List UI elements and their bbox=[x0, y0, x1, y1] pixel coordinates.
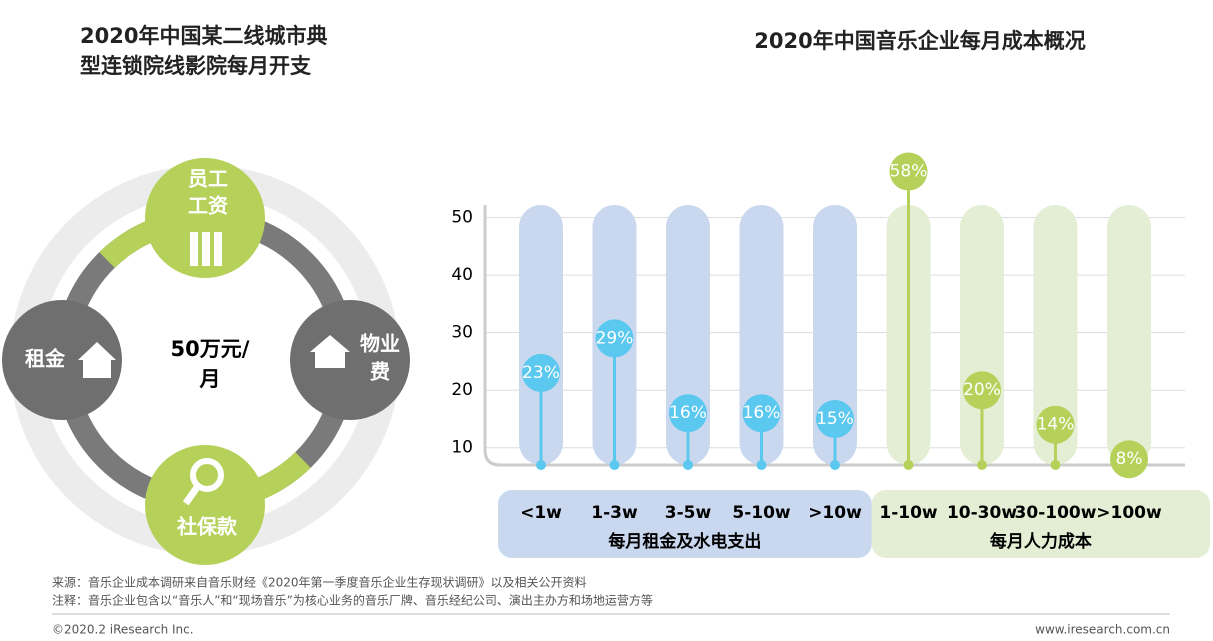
house-icon bbox=[310, 335, 350, 368]
base-dot bbox=[903, 460, 914, 470]
band bbox=[1033, 205, 1078, 465]
x-tick-label: 1-10w bbox=[879, 503, 938, 523]
group-label: 每月租金及水电支出 bbox=[608, 531, 761, 552]
x-tick-label: 1-3w bbox=[591, 503, 638, 523]
lollipop-head bbox=[1036, 405, 1075, 444]
node-label: 员工 bbox=[188, 167, 228, 191]
node-label: 社保款 bbox=[176, 515, 238, 539]
copyright: ©2020.2 iResearch Inc. bbox=[52, 623, 194, 637]
group-label: 每月人力成本 bbox=[990, 531, 1092, 552]
x-tick-label: <1w bbox=[520, 503, 562, 523]
value-label: 58% bbox=[890, 162, 928, 182]
node-right bbox=[290, 300, 410, 420]
x-tick-label: 5-10w bbox=[732, 503, 791, 523]
lollipop-head bbox=[669, 394, 707, 433]
lollipop-head bbox=[742, 394, 781, 433]
base-dot bbox=[756, 460, 767, 470]
left-title: 2020年中国某二线城市典 bbox=[80, 24, 327, 48]
value-label: 16% bbox=[669, 403, 707, 423]
band bbox=[519, 205, 563, 465]
node-label: 工资 bbox=[188, 194, 228, 218]
y-tick-label: 10 bbox=[451, 438, 473, 458]
key-icon bbox=[190, 458, 224, 492]
center-text: 月 bbox=[199, 367, 221, 391]
base-dot bbox=[536, 460, 546, 470]
node-label: 物业 bbox=[360, 332, 400, 356]
chart-title: 2020年中国音乐企业每月成本概况 bbox=[754, 29, 1085, 53]
node-label: 费 bbox=[370, 360, 390, 384]
base-dot bbox=[830, 460, 840, 470]
x-tick-label: 10-30w bbox=[947, 503, 1017, 523]
node-top bbox=[145, 158, 265, 278]
y-tick-label: 20 bbox=[451, 380, 473, 400]
source: 来源：音乐企业成本调研来自音乐财经《2020年第一季度音乐企业生存现状调研》以及… bbox=[52, 575, 587, 590]
axis bbox=[483, 205, 1185, 467]
y-tick-label: 30 bbox=[451, 323, 473, 343]
node-bottom bbox=[145, 445, 265, 565]
value-label: 14% bbox=[1037, 415, 1075, 435]
lollipop-head bbox=[889, 152, 928, 191]
band bbox=[813, 205, 857, 465]
key-icon bbox=[182, 483, 202, 506]
center-text: 50万元/ bbox=[171, 337, 250, 361]
base-dot bbox=[977, 460, 987, 470]
y-tick-label: 50 bbox=[451, 208, 473, 228]
base-dot bbox=[1050, 460, 1061, 470]
value-label: 23% bbox=[522, 363, 560, 383]
house-icon bbox=[78, 342, 116, 378]
note: 注释：音乐企业包含以“音乐人”和“现场音乐”为核心业务的音乐厂牌、音乐经纪公司、… bbox=[52, 593, 653, 608]
lollipop-head bbox=[522, 353, 560, 392]
band bbox=[1107, 205, 1151, 465]
node-left bbox=[2, 300, 122, 420]
base-dot bbox=[609, 460, 620, 470]
url: www.iresearch.com.cn bbox=[1035, 623, 1170, 637]
lollipop-head bbox=[595, 319, 634, 358]
left-title: 型连锁院线影院每月开支 bbox=[80, 54, 312, 78]
lollipop-head bbox=[1110, 440, 1148, 479]
value-label: 8% bbox=[1116, 449, 1143, 469]
x-tick-label: 30-100w bbox=[1015, 503, 1097, 523]
x-tick-label: >10w bbox=[808, 503, 862, 523]
lollipop-head bbox=[963, 371, 1001, 410]
value-label: 29% bbox=[596, 328, 634, 348]
people-icon bbox=[190, 232, 222, 266]
value-label: 20% bbox=[963, 380, 1001, 400]
node-label: 租金 bbox=[25, 347, 66, 371]
value-label: 16% bbox=[743, 403, 781, 423]
y-tick-label: 40 bbox=[451, 265, 473, 285]
x-tick-label: >100w bbox=[1096, 503, 1162, 523]
lollipop-head bbox=[816, 399, 854, 438]
group-box bbox=[498, 490, 872, 558]
group-box bbox=[871, 490, 1210, 558]
value-label: 15% bbox=[816, 409, 854, 429]
base-dot bbox=[683, 460, 693, 470]
x-tick-label: 3-5w bbox=[665, 503, 712, 523]
center-disc bbox=[123, 278, 287, 442]
